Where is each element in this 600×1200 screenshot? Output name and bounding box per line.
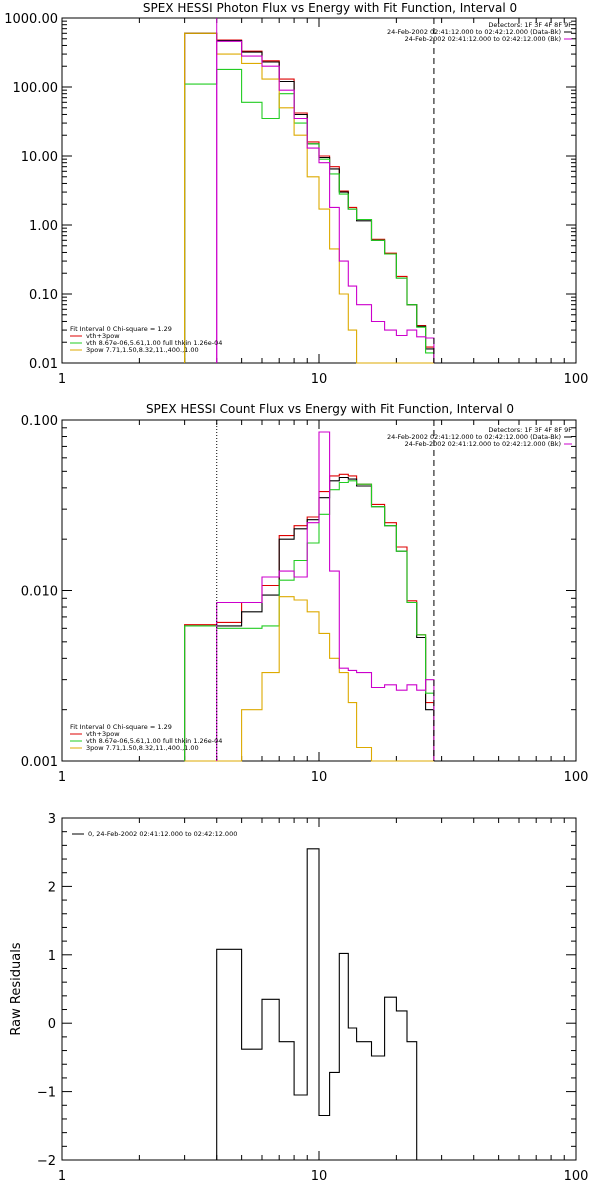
info-line: 24-Feb-2002 02:41:12.000 to 02:42:12.000… xyxy=(405,35,561,43)
y-tick-label: 10.00 xyxy=(21,150,58,165)
series-background-step-line xyxy=(216,40,435,363)
x-tick-label: 1 xyxy=(58,770,66,785)
legend-entry: Fit Interval 0 Chi-square = 1.29 xyxy=(70,325,172,333)
y-tick-label: 0.100 xyxy=(21,414,58,429)
residuals-y-axis-label: Raw Residuals xyxy=(9,942,24,1035)
y-tick-label: 1000.00 xyxy=(4,12,58,27)
y-tick-label: −1 xyxy=(37,1086,56,1101)
y-tick-label: 2 xyxy=(48,880,56,895)
legend-entry: vth 8.67e-06,5.61,1.00 full thkin 1.26e-… xyxy=(86,339,222,347)
y-tick-label: 0.01 xyxy=(29,357,58,372)
info-line: 24-Feb-2002 02:41:12.000 to 02:42:12.000… xyxy=(405,440,561,448)
y-tick-label: 1 xyxy=(48,949,56,964)
info-line: Detectors: 1F 3F 4F 8F 9F xyxy=(488,21,572,29)
series-vth-step-line xyxy=(184,480,435,761)
series-3pow-step-line xyxy=(184,32,434,364)
y-tick-label: 3 xyxy=(48,812,56,827)
x-tick-label: 100 xyxy=(564,770,589,785)
series-3pow-step-line xyxy=(184,596,434,762)
y-tick-label: 100.00 xyxy=(13,81,59,96)
legend-entry: 3pow 7.71,1.50,8.32,11.,400.,1.00 xyxy=(86,346,199,354)
x-tick-label: 1 xyxy=(58,372,66,387)
x-tick-label: 10 xyxy=(311,770,328,785)
y-tick-label: 0.10 xyxy=(29,288,58,303)
series-0-24-feb-2002-02-41-12-000-to-02-42-12-000-step-line xyxy=(216,848,434,1161)
y-tick-label: 1.00 xyxy=(29,219,58,234)
x-tick-label: 100 xyxy=(564,1169,589,1184)
y-tick-label: −2 xyxy=(37,1154,56,1169)
y-tick-label: 0.010 xyxy=(21,585,58,600)
x-tick-label: 1 xyxy=(58,1169,66,1184)
count-flux-title: SPEX HESSI Count Flux vs Energy with Fit… xyxy=(146,402,514,416)
count-flux-panel: SPEX HESSI Count Flux vs Energy with Fit… xyxy=(21,402,589,785)
legend-entry: vth+3pow xyxy=(86,332,120,340)
series-background-step-line xyxy=(216,431,435,761)
series-vth-step-line xyxy=(184,68,435,363)
series-vth-3pow-step-line xyxy=(184,473,435,761)
info-line: Detectors: 1F 3F 4F 8F 9F xyxy=(488,426,572,434)
info-line: 24-Feb-2002 02:41:12.000 to 02:42:12.000… xyxy=(387,433,561,441)
x-tick-label: 100 xyxy=(564,372,589,387)
y-tick-label: 0 xyxy=(48,1017,56,1032)
residuals-panel: Raw Residuals 1 10 100 −2 −1 0 1 2 3 0, 24-Feb-20… xyxy=(9,812,588,1184)
x-tick-label: 10 xyxy=(311,1169,328,1184)
series-data-step-line xyxy=(184,32,435,363)
photon-flux-title: SPEX HESSI Photon Flux vs Energy with Fi… xyxy=(143,1,517,15)
legend-entry: 3pow 7.71,1.50,8.32,11.,400.,1.00 xyxy=(86,744,199,752)
y-tick-label: 0.001 xyxy=(21,755,58,770)
legend-entry: Fit Interval 0 Chi-square = 1.29 xyxy=(70,723,172,731)
photon-flux-panel: SPEX HESSI Photon Flux vs Energy with Fi… xyxy=(4,1,588,387)
info-line: 0, 24-Feb-2002 02:41:12.000 to 02:42:12.… xyxy=(88,830,237,838)
info-line: 24-Feb-2002 02:41:12.000 to 02:42:12.000… xyxy=(387,28,561,36)
series-data-step-line xyxy=(184,476,435,761)
series-vth-3pow-step-line xyxy=(184,32,435,363)
legend-entry: vth+3pow xyxy=(86,730,120,738)
x-tick-label: 10 xyxy=(311,372,328,387)
legend-entry: vth 8.67e-06,5.61,1.00 full thkin 1.26e-… xyxy=(86,737,222,745)
